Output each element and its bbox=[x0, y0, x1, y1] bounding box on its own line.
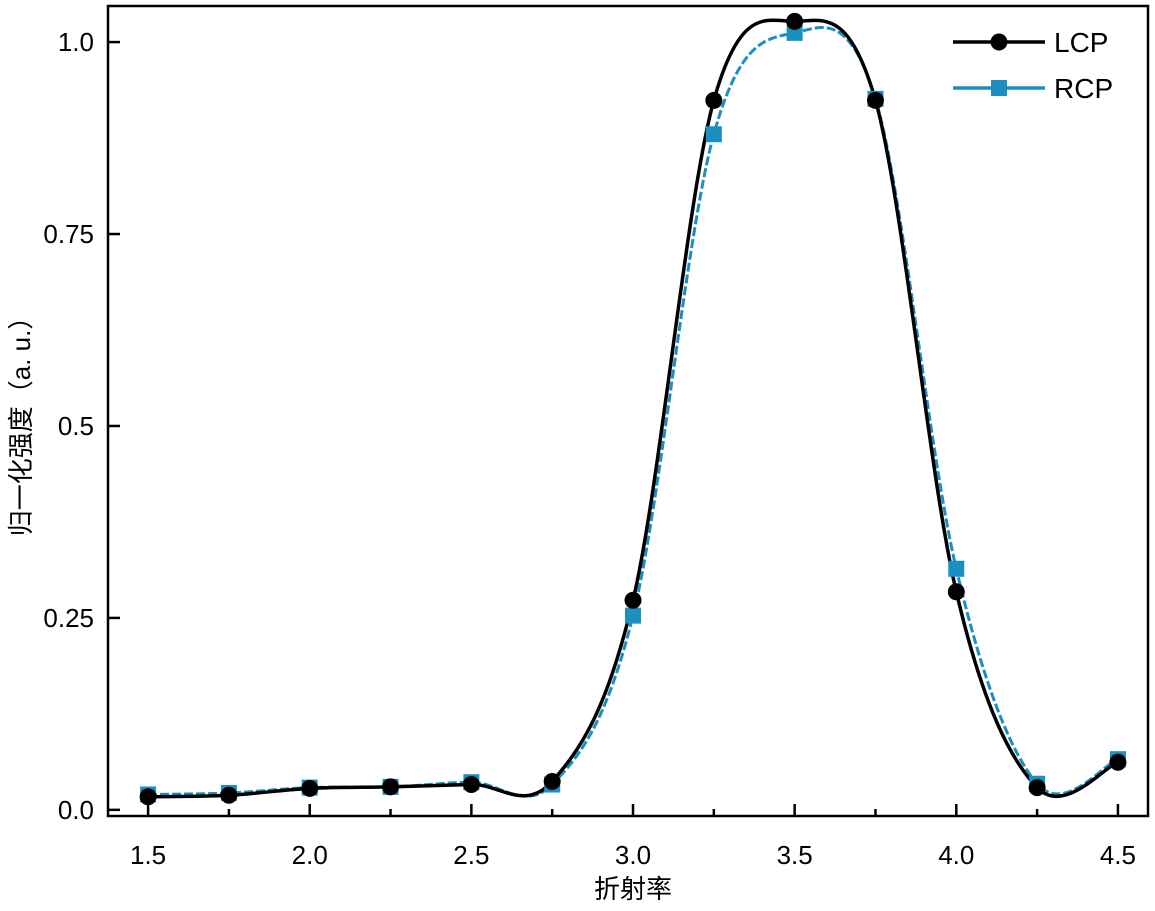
lcp-point bbox=[1109, 753, 1127, 771]
rcp-line bbox=[148, 26, 1119, 798]
y-tick-label: 1.0 bbox=[58, 27, 94, 57]
y-tick-label: 0.25 bbox=[43, 603, 94, 633]
x-axis-title: 折射率 bbox=[594, 874, 672, 904]
rcp-point bbox=[705, 126, 722, 143]
lcp-point bbox=[543, 772, 561, 790]
lcp-point bbox=[139, 788, 157, 806]
legend-marker-lcp bbox=[990, 33, 1008, 51]
x-tick-label: 3.0 bbox=[615, 840, 651, 870]
legend-label-rcp: RCP bbox=[1054, 73, 1113, 104]
x-tick-label: 3.5 bbox=[777, 840, 813, 870]
legend-marker-rcp bbox=[991, 80, 1007, 96]
y-axis-title: 归一化强度（a. u.） bbox=[6, 304, 36, 537]
lcp-point bbox=[1028, 779, 1046, 797]
lcp-point bbox=[866, 91, 884, 109]
rcp-point bbox=[625, 607, 642, 624]
lcp-point bbox=[705, 91, 723, 109]
x-tick-label: 2.0 bbox=[292, 840, 328, 870]
lcp-point bbox=[301, 779, 319, 797]
plot-marks bbox=[139, 12, 1127, 806]
y-tick-label: 0.5 bbox=[58, 411, 94, 441]
lcp-point bbox=[947, 583, 965, 601]
plot-frame bbox=[106, 4, 1150, 818]
axis-ticks: 1.5 2.0 2.5 3.0 3.5 4.0 4.5 0.0 0.25 0.5 0.75 1.0 bbox=[43, 27, 1136, 870]
x-tick-label: 4.0 bbox=[938, 840, 974, 870]
y-tick-label: 0.0 bbox=[58, 795, 94, 825]
x-tick-label: 1.5 bbox=[130, 840, 166, 870]
lcp-point bbox=[382, 778, 400, 796]
y-tick-label: 0.75 bbox=[43, 219, 94, 249]
lcp-point bbox=[624, 591, 642, 609]
lcp-point bbox=[220, 786, 238, 804]
x-tick-label: 4.5 bbox=[1100, 840, 1136, 870]
legend: LCP RCP bbox=[953, 27, 1113, 104]
x-tick-label: 2.5 bbox=[453, 840, 489, 870]
lcp-point bbox=[462, 776, 480, 794]
rcp-point bbox=[786, 24, 803, 41]
lcp-point bbox=[786, 12, 804, 30]
legend-label-lcp: LCP bbox=[1054, 27, 1108, 58]
lcp-line bbox=[148, 18, 1119, 799]
rcp-point bbox=[948, 560, 965, 577]
